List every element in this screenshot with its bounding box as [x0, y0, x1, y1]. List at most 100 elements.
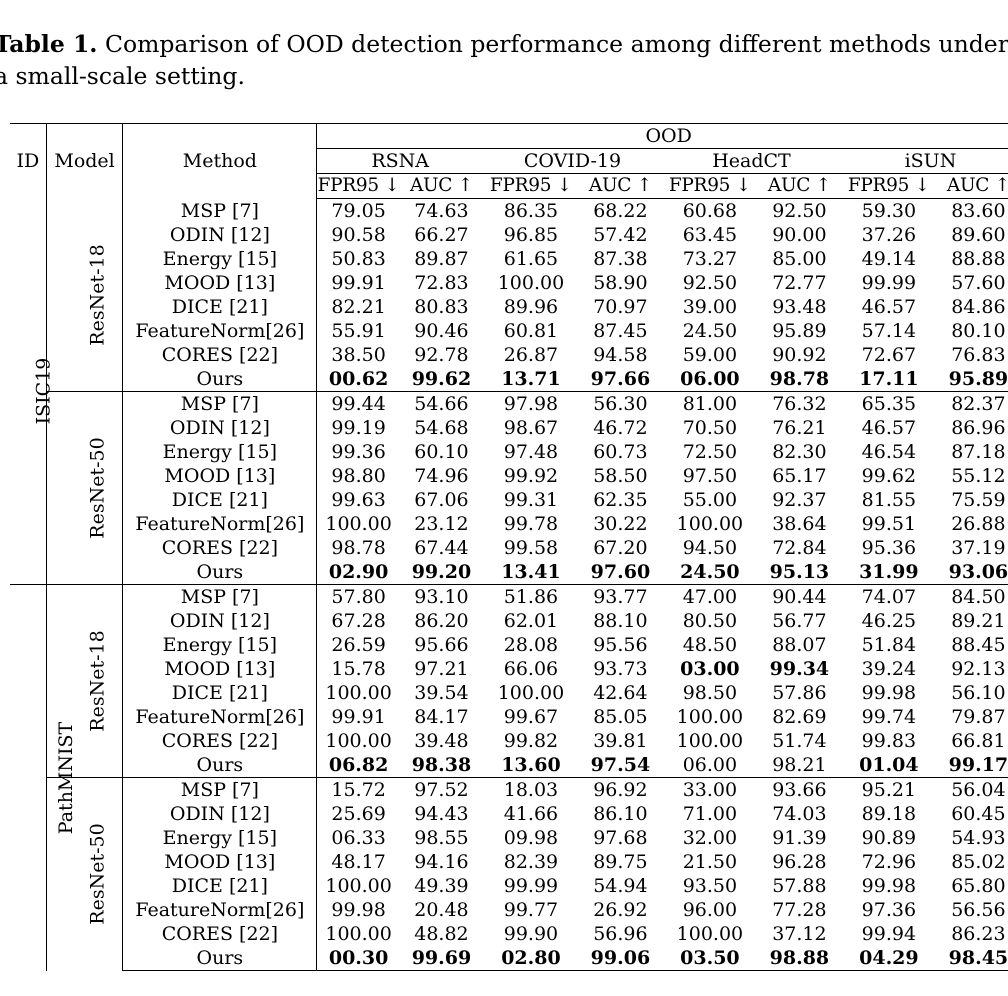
value-cell: 74.96 [414, 465, 469, 487]
value-cell: 99.44 [316, 391, 400, 416]
value-cell: 70.50 [682, 417, 738, 439]
value-cell: 24.50 [680, 561, 740, 583]
value-cell: 42.64 [593, 682, 648, 704]
value-cell: 56.10 [951, 682, 1006, 704]
table-row: ResNet-50 MSP [7] 15.72 97.52 18.03 96.92 33.0… [10, 777, 1008, 971]
method-cell: MOOD [13] [122, 464, 318, 488]
value-cell: 59.00 [682, 344, 738, 366]
value-cell: 100.00 [325, 730, 392, 752]
value-cell: 57.42 [593, 224, 648, 246]
value-cell: 87.18 [951, 441, 1006, 463]
value-cell: 01.04 [859, 754, 919, 776]
method-cell: MSP [7] [122, 391, 318, 416]
value-cell: 48.17 [331, 851, 386, 873]
table-row: ODIN [12] 99.19 54.68 98.67 46.72 70.50 76.21 4… [10, 416, 1008, 440]
table-caption: Table 1. Comparison of OOD detection per… [0, 28, 1008, 92]
value-cell: 94.58 [593, 344, 648, 366]
value-cell: 30.22 [593, 513, 648, 535]
value-cell: 48.50 [682, 634, 738, 656]
value-cell: 49.39 [414, 875, 469, 897]
value-cell: 93.50 [682, 875, 738, 897]
table-row: ODIN [12] 67.28 86.20 62.01 88.10 80.50 56.77 4… [10, 609, 1008, 633]
value-cell: 66.27 [414, 224, 469, 246]
value-cell: 57.86 [772, 682, 827, 704]
value-cell: 20.48 [414, 899, 469, 921]
value-cell: 02.90 [328, 561, 389, 583]
value-cell: 99.78 [503, 513, 559, 535]
value-cell: 88.45 [951, 634, 1006, 656]
results-table-container: ID Model Method OOD RSNA COVID-19 HeadCT… [10, 123, 1008, 971]
value-cell: 80.83 [414, 296, 469, 318]
value-cell: 50.83 [331, 248, 386, 270]
table-row: ISIC19 ResNet-18 MSP [7] 79.05 74.63 86.35 68.… [10, 198, 1008, 585]
value-cell: 96.28 [772, 851, 827, 873]
value-cell: 100.00 [676, 923, 744, 945]
value-cell: 99.77 [503, 899, 559, 921]
method-cell: FeatureNorm[26] [122, 319, 318, 343]
method-cell: DICE [21] [122, 488, 318, 512]
method-cell: MSP [7] [122, 584, 318, 609]
header-dataset: RSNA [316, 148, 483, 174]
value-cell: 90.46 [414, 320, 469, 342]
value-cell: 97.60 [590, 561, 651, 583]
value-cell: 00.30 [316, 946, 400, 971]
method-cell: MOOD [13] [122, 271, 318, 295]
method-cell: MOOD [13] [122, 657, 318, 681]
header-ood: OOD [316, 123, 1008, 149]
value-cell: 100.00 [497, 272, 565, 294]
value-cell: 24.50 [682, 320, 738, 342]
value-cell: 99.51 [861, 513, 917, 535]
table-row: FeatureNorm[26] 99.91 84.17 99.67 85.05 100.0… [10, 705, 1008, 729]
caption-line-2: a small-scale setting. [0, 62, 245, 90]
value-cell: 95.21 [840, 777, 937, 802]
value-cell: 80.50 [682, 610, 738, 632]
value-cell: 26.88 [951, 513, 1006, 535]
value-cell: 61.65 [503, 248, 559, 270]
value-cell: 39.81 [593, 730, 648, 752]
value-cell: 76.83 [951, 344, 1006, 366]
value-cell: 85.00 [772, 248, 827, 270]
table-row: DICE [21] 100.00 49.39 99.99 54.94 93.50 57.88… [10, 874, 1008, 898]
value-cell: 82.69 [772, 706, 827, 728]
value-cell: 88.10 [593, 610, 648, 632]
header-metric: AUC ↑ [757, 173, 841, 199]
value-cell: 65.80 [951, 875, 1006, 897]
table-row: FeatureNorm[26] 100.00 23.12 99.78 30.22 100.… [10, 512, 1008, 536]
value-cell: 100.00 [676, 706, 744, 728]
value-cell: 81.55 [861, 489, 917, 511]
value-cell: 58.50 [593, 465, 648, 487]
value-cell: 98.88 [757, 946, 841, 971]
method-cell: Ours [122, 753, 318, 778]
method-cell: CORES [22] [122, 343, 318, 367]
method-cell: DICE [21] [122, 295, 318, 319]
value-cell: 88.07 [772, 634, 827, 656]
value-cell: 55.91 [331, 320, 386, 342]
value-cell: 06.82 [328, 754, 389, 776]
value-cell: 96.00 [682, 899, 738, 921]
value-cell: 93.66 [757, 777, 841, 802]
value-cell: 85.02 [951, 851, 1006, 873]
table-row: Energy [15] 06.33 98.55 09.98 97.68 32.00 91.3… [10, 826, 1008, 850]
value-cell: 99.69 [399, 946, 483, 971]
value-cell: 96.85 [503, 224, 559, 246]
value-cell: 74.03 [772, 803, 827, 825]
value-cell: 13.71 [501, 368, 561, 390]
value-cell: 100.00 [676, 730, 744, 752]
value-cell: 51.74 [772, 730, 827, 752]
value-cell: 62.35 [593, 489, 648, 511]
table-row: CORES [22] 100.00 48.82 99.90 56.96 100.00 37.… [10, 922, 1008, 946]
model-label: ResNet-18 [86, 244, 109, 346]
value-cell: 39.48 [414, 730, 469, 752]
value-cell: 93.10 [399, 584, 483, 609]
method-cell: DICE [21] [122, 874, 318, 898]
value-cell: 99.98 [861, 682, 917, 704]
value-cell: 06.00 [682, 754, 738, 776]
value-cell: 89.75 [593, 851, 648, 873]
value-cell: 86.96 [951, 417, 1006, 439]
value-cell: 46.54 [861, 441, 917, 463]
table-row: Ours 00.30 99.69 02.80 99.06 03.50 98.88 04.29 9… [10, 946, 1008, 971]
value-cell: 55.00 [682, 489, 738, 511]
header-dataset: iSUN [840, 148, 1008, 174]
value-cell: 75.59 [951, 489, 1006, 511]
value-cell: 100.00 [497, 682, 565, 704]
